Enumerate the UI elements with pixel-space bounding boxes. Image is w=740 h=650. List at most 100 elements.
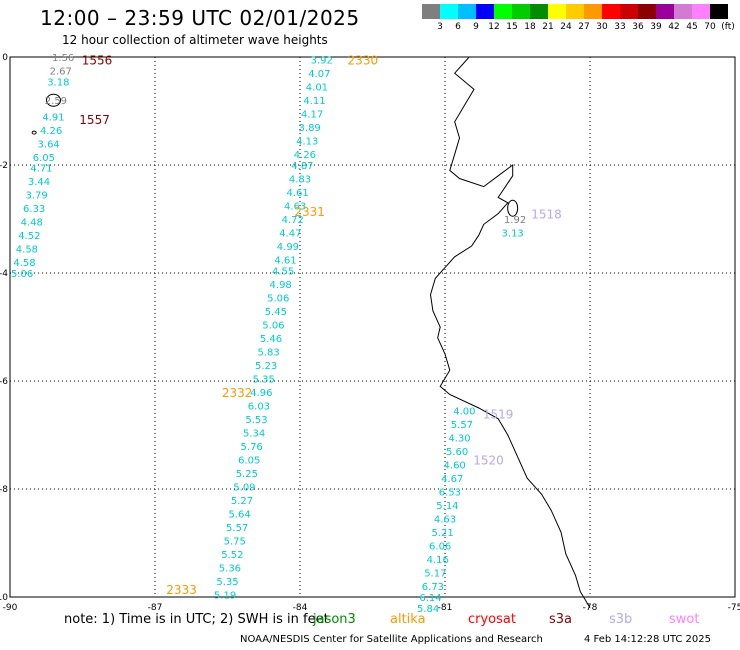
wave-height-value: 6.73 (422, 582, 444, 593)
wave-height-value: 4.47 (279, 229, 301, 240)
wave-height-value: 6.33 (23, 204, 45, 215)
wave-height-value: 4.63 (434, 515, 456, 526)
wave-height-value: 4.96 (250, 388, 272, 399)
wave-height-value: 5.84 (417, 604, 439, 615)
scale-swatch (620, 4, 638, 19)
scale-swatch (710, 4, 728, 19)
wave-height-value: 4.61 (286, 188, 308, 199)
wave-height-value: 4.58 (13, 258, 35, 269)
wave-height-value: 4.98 (270, 280, 292, 291)
pass-number-label: 1519 (483, 407, 514, 421)
scale-swatch (512, 4, 530, 19)
wave-height-value: 1.56 (52, 53, 74, 64)
scale-swatch (692, 4, 710, 19)
scale-label: 36 (632, 22, 644, 32)
wave-height-value: 4.17 (301, 110, 323, 121)
legend-jason3: jason3 (313, 612, 356, 627)
page-subtitle: 12 hour collection of altimeter wave hei… (62, 33, 328, 47)
wave-height-value: 3.18 (47, 77, 69, 88)
wave-height-value: 5.14 (436, 501, 458, 512)
wave-height-value: 5.27 (231, 496, 253, 507)
wave-height-value: 5.21 (431, 528, 453, 539)
pass-number-label: 2333 (166, 583, 197, 597)
wave-height-value: 6.14 (419, 593, 441, 604)
wave-height-value: 4.01 (306, 83, 328, 94)
scale-label: 12 (488, 22, 500, 32)
wave-height-value: 4.63 (284, 202, 306, 213)
lon-tick-label: -90 (3, 603, 18, 613)
wave-height-value: 3.92 (311, 56, 333, 67)
wave-height-value: 5.34 (243, 428, 265, 439)
scale-swatch (584, 4, 602, 19)
scale-swatch (440, 4, 458, 19)
scale-swatch (656, 4, 674, 19)
map-frame (9, 56, 736, 598)
wave-height-value: 3.13 (502, 229, 524, 240)
coastline (429, 56, 591, 609)
scale-swatch (638, 4, 656, 19)
wave-height-value: 4.60 (444, 461, 466, 472)
scale-swatch (602, 4, 620, 19)
wave-height-value: 4.48 (21, 218, 43, 229)
legend-s3a: s3a (549, 612, 573, 627)
lat-tick-label: -2 (0, 161, 8, 171)
wave-height-value: 4.00 (453, 407, 475, 418)
wave-height-value: 5.57 (451, 420, 473, 431)
wave-height-value: 4.26 (294, 150, 316, 161)
wave-height-value: 3.64 (38, 139, 60, 150)
wave-height-value: 3.79 (25, 191, 47, 202)
legend-altika: altika (390, 612, 426, 627)
footnote: note: 1) Time is in UTC; 2) SWH is in fe… (64, 612, 329, 627)
wave-height-value: 6.06 (429, 542, 451, 553)
wave-height-value: 5.36 (219, 563, 241, 574)
galapagos-islet (31, 130, 37, 135)
wave-height-value: 4.30 (448, 434, 470, 445)
wave-height-value: 5.83 (257, 347, 279, 358)
wave-height-value: 3.44 (28, 177, 50, 188)
scale-swatch (530, 4, 548, 19)
wave-height-value: 5.60 (446, 447, 468, 458)
wave-height-value: 4.58 (16, 245, 38, 256)
scale-swatch (674, 4, 692, 19)
wave-height-value: 4.13 (296, 137, 318, 148)
pass-number-label: 2330 (348, 54, 379, 68)
scale-swatch (476, 4, 494, 19)
lat-tick-label: -8 (0, 485, 8, 495)
pass-number-label: 2331 (294, 205, 325, 219)
legend-swot: swot (669, 612, 700, 627)
wave-height-value: 4.26 (40, 126, 62, 137)
wave-height-value: 3.89 (299, 123, 321, 134)
wave-height-value: 2.67 (50, 67, 72, 78)
wave-height-value: 5.76 (241, 442, 263, 453)
lon-tick-label: -75 (728, 603, 740, 613)
puna-island (507, 199, 519, 217)
wave-height-value: 5.46 (260, 334, 282, 345)
wave-height-value: 5.57 (226, 523, 248, 534)
wave-height-value: 5.17 (424, 569, 446, 580)
lon-tick-label: -78 (583, 603, 598, 613)
scale-label: 15 (506, 22, 518, 32)
scale-swatch (548, 4, 566, 19)
wave-height-value: 5.25 (236, 469, 258, 480)
wave-height-value: 4.87 (291, 161, 313, 172)
scale-swatch (494, 4, 512, 19)
wave-height-value: 4.99 (277, 242, 299, 253)
scale-label: 70 (704, 22, 716, 32)
wave-height-value: 5.19 (214, 590, 236, 601)
wave-height-value: 5.35 (216, 577, 238, 588)
pass-number-label: 2332 (222, 386, 253, 400)
scale-label: 30 (596, 22, 608, 32)
wave-height-value: 4.07 (308, 69, 330, 80)
wave-height-value: 5.52 (221, 550, 243, 561)
wave-height-value: 5.06 (262, 320, 284, 331)
generated-timestamp: 4 Feb 14:12:28 UTC 2025 (584, 634, 711, 645)
scale-label: (ft) (721, 22, 735, 32)
wave-height-value: 4.55 (272, 266, 294, 277)
page-title: 12:00 – 23:59 UTC 02/01/2025 (40, 6, 360, 30)
scale-label: 21 (542, 22, 554, 32)
wave-height-value: 4.67 (441, 474, 463, 485)
pass-number-label: 1557 (79, 113, 110, 127)
pass-number-label: 1518 (531, 208, 562, 222)
wave-height-value: 6.05 (33, 153, 55, 164)
lon-tick-label: -87 (148, 603, 163, 613)
